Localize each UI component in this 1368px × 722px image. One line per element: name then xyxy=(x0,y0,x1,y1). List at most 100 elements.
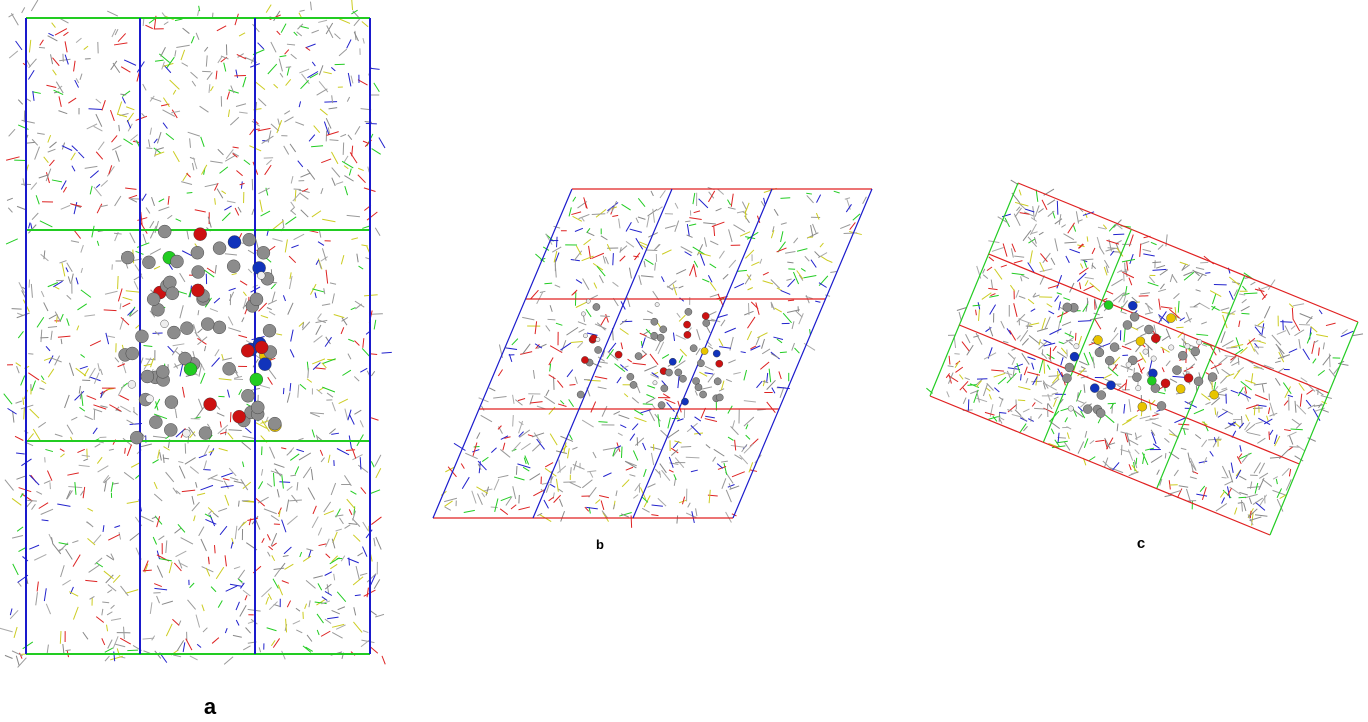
bond xyxy=(621,447,622,458)
bond xyxy=(191,36,194,43)
bond xyxy=(741,352,746,353)
bond xyxy=(283,219,284,228)
bond xyxy=(375,455,381,466)
bond xyxy=(559,499,562,507)
atom xyxy=(263,324,276,337)
bond xyxy=(999,412,1006,413)
bond xyxy=(102,638,105,645)
bond xyxy=(725,328,736,333)
bond xyxy=(1311,326,1318,332)
bond xyxy=(620,328,629,334)
bond xyxy=(1121,432,1132,435)
bond xyxy=(40,40,44,46)
bond xyxy=(797,249,807,252)
atom xyxy=(655,302,659,306)
bond xyxy=(230,477,238,480)
bond xyxy=(598,387,607,389)
atom xyxy=(1143,349,1148,354)
bond xyxy=(291,176,293,183)
bond xyxy=(65,41,67,52)
atom xyxy=(1104,301,1113,310)
bond xyxy=(261,587,271,597)
bond xyxy=(204,460,207,469)
bond xyxy=(62,146,72,151)
bond xyxy=(716,208,722,210)
bond xyxy=(360,457,361,469)
atom xyxy=(596,337,600,341)
bond xyxy=(348,73,351,86)
bond xyxy=(792,321,794,329)
bond xyxy=(298,161,303,167)
bond xyxy=(1018,387,1030,390)
bond xyxy=(87,396,97,400)
bond xyxy=(331,67,335,71)
bond xyxy=(808,237,813,238)
bond xyxy=(1090,440,1094,443)
bond xyxy=(105,648,113,652)
bond xyxy=(519,507,530,510)
atom xyxy=(1062,374,1071,383)
bond xyxy=(118,33,126,41)
atoms xyxy=(119,225,1219,444)
bond xyxy=(77,326,79,331)
atom xyxy=(166,287,179,300)
bond xyxy=(347,215,360,216)
bond xyxy=(283,295,285,301)
bond xyxy=(150,221,154,228)
bond xyxy=(71,153,75,160)
bond xyxy=(1023,409,1029,412)
bond xyxy=(709,312,717,316)
bond xyxy=(347,97,349,102)
bond xyxy=(1014,303,1017,317)
bond xyxy=(181,50,185,60)
bond xyxy=(1303,349,1310,360)
atom xyxy=(1210,390,1219,399)
bond xyxy=(1069,342,1073,346)
bond xyxy=(376,468,381,478)
bond xyxy=(107,590,112,593)
bond xyxy=(1255,395,1268,400)
bond xyxy=(491,507,498,508)
bond xyxy=(358,465,368,472)
bond xyxy=(321,159,331,163)
bond xyxy=(530,474,540,481)
bond xyxy=(332,610,340,614)
bond xyxy=(235,14,238,25)
atom xyxy=(702,312,709,319)
bond xyxy=(1027,357,1035,360)
bond xyxy=(650,447,660,450)
bond xyxy=(17,366,20,373)
bond xyxy=(537,292,543,304)
bond xyxy=(555,285,560,287)
bond xyxy=(652,505,663,506)
bond xyxy=(1047,200,1055,205)
bond xyxy=(122,91,130,97)
bond xyxy=(1085,280,1088,286)
bond xyxy=(102,100,105,110)
bond xyxy=(827,260,832,262)
bond xyxy=(371,418,378,420)
bond xyxy=(1222,369,1231,375)
bond xyxy=(151,98,161,102)
bond xyxy=(190,467,199,474)
bond xyxy=(1152,262,1161,263)
bond xyxy=(48,326,57,327)
bond xyxy=(677,313,680,317)
bond xyxy=(124,472,134,479)
bond xyxy=(63,644,64,653)
bond xyxy=(60,454,64,457)
atom xyxy=(146,395,154,403)
bond xyxy=(650,354,658,365)
bond xyxy=(462,477,469,489)
bond xyxy=(712,222,725,227)
atom xyxy=(1105,356,1114,365)
bond xyxy=(382,656,385,664)
bond xyxy=(698,253,711,256)
bond xyxy=(760,259,762,264)
bond xyxy=(190,583,195,588)
bond xyxy=(212,638,219,644)
bond xyxy=(190,656,198,660)
bond xyxy=(60,19,68,23)
bond xyxy=(192,81,196,86)
atom xyxy=(627,373,634,380)
